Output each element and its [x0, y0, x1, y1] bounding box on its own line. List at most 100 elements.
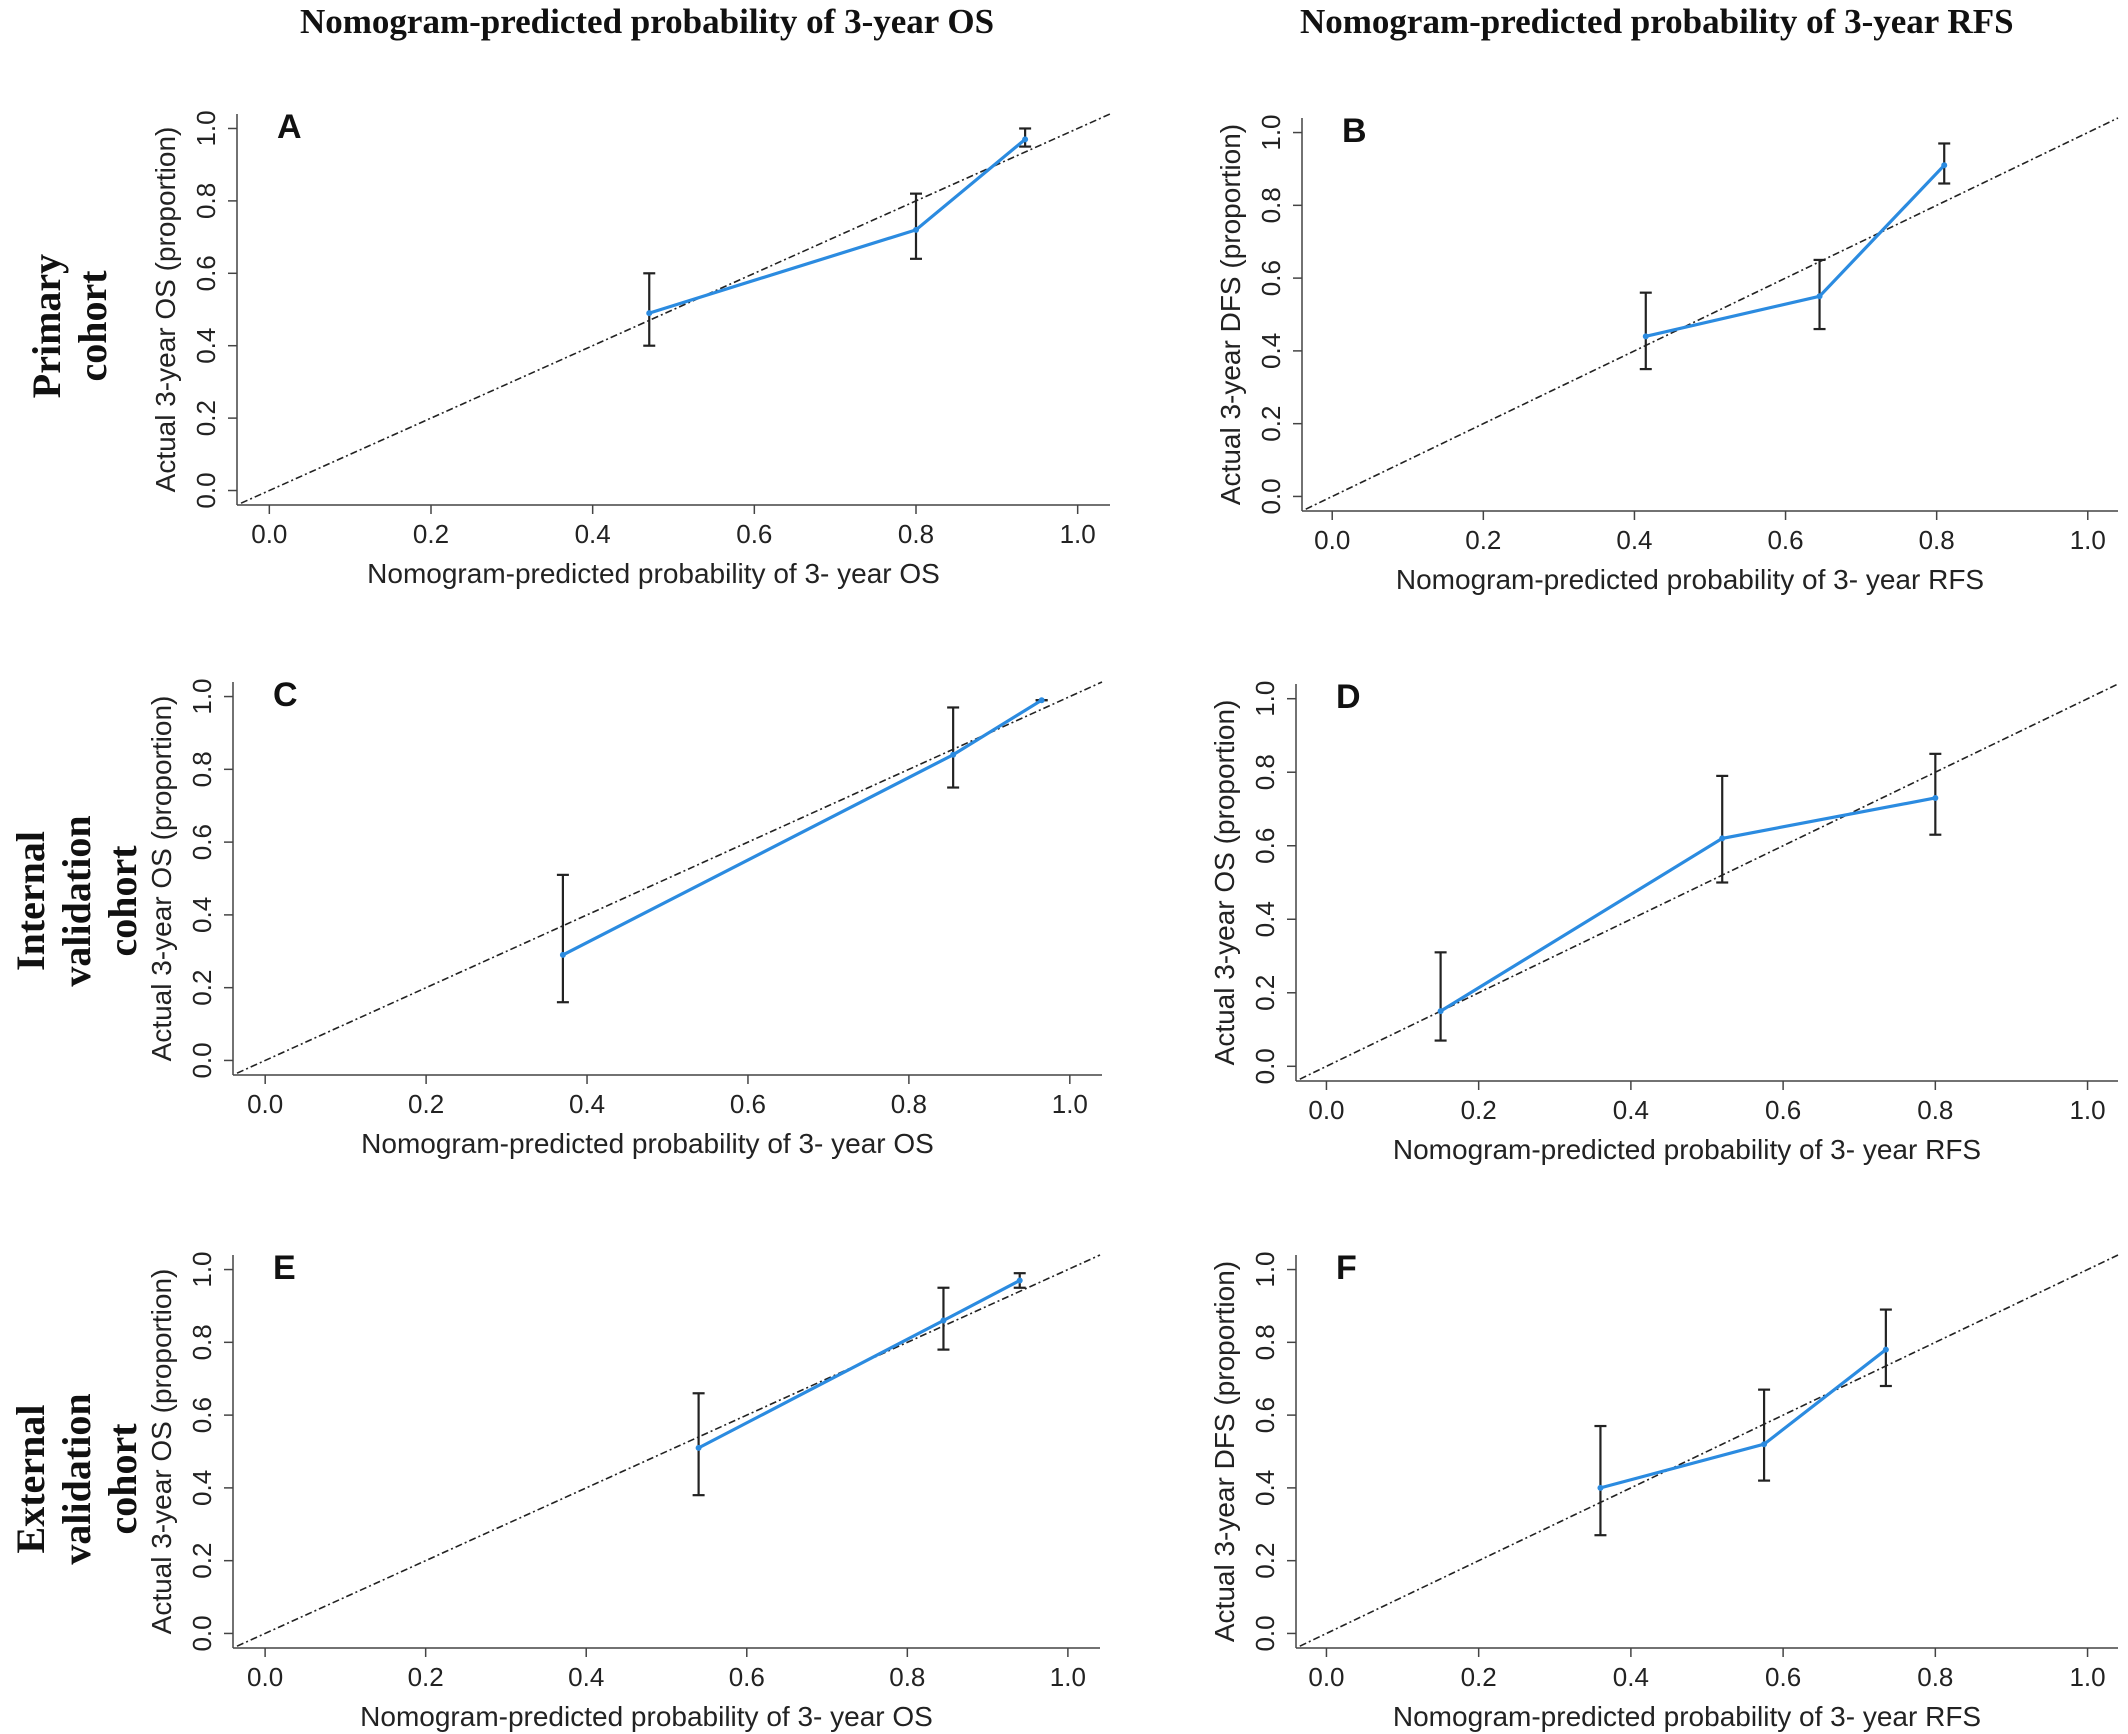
- x-tick-label: 0.2: [413, 519, 449, 549]
- y-tick-label: 0.2: [1256, 406, 1286, 442]
- y-tick-label: 0.0: [187, 1042, 217, 1078]
- calibration-line: [1600, 1348, 1887, 1490]
- y-tick-label: 0.0: [191, 472, 221, 508]
- x-tick-label: 0.8: [891, 1089, 927, 1119]
- calibration-point: [913, 226, 919, 233]
- x-tick-label: 0.6: [730, 1089, 766, 1119]
- calibration-point: [1022, 136, 1029, 143]
- calibration-point: [1761, 1441, 1768, 1448]
- y-tick-label: 0.6: [187, 824, 217, 860]
- y-tick-label: 0.8: [191, 183, 221, 219]
- x-tick-label: 0.4: [569, 1089, 605, 1119]
- x-tick-label: 0.4: [1616, 525, 1652, 555]
- reference-diagonal: [236, 681, 1103, 1074]
- y-tick-label: 0.4: [191, 328, 221, 364]
- y-tick-label: 0.6: [1250, 828, 1280, 864]
- x-axis-label: Nomogram-predicted probability of 3- yea…: [360, 1701, 933, 1732]
- y-tick-label: 0.8: [187, 1324, 217, 1360]
- calibration-point: [1016, 1277, 1023, 1284]
- y-tick-label: 0.8: [1250, 1324, 1280, 1360]
- x-tick-label: 0.8: [1917, 1662, 1953, 1692]
- x-tick-label: 0.0: [247, 1662, 283, 1692]
- y-tick-label: 1.0: [1256, 114, 1286, 150]
- reference-diagonal: [1305, 117, 2119, 510]
- y-tick-label: 0.4: [1250, 901, 1280, 937]
- y-axis-label: Actual 3-year OS (proportion): [146, 1269, 177, 1635]
- calibration-point: [1941, 162, 1948, 169]
- y-tick-label: 0.2: [1250, 975, 1280, 1011]
- x-tick-label: 0.8: [898, 519, 934, 549]
- x-tick-label: 0.0: [1308, 1662, 1344, 1692]
- x-tick-label: 0.6: [1767, 525, 1803, 555]
- calibration-line: [648, 138, 1027, 315]
- x-tick-label: 1.0: [1060, 519, 1096, 549]
- y-tick-label: 0.4: [187, 1470, 217, 1506]
- chart-panel-e: 0.0 0.2 0.4 0.6 0.8 1.0 0.0 0.2 0.4 0.6 0.8 1.0 Nomo…: [146, 1249, 1101, 1732]
- calibration-point: [1437, 1008, 1444, 1015]
- x-tick-label: 1.0: [2069, 1662, 2105, 1692]
- y-tick-label: 0.4: [1256, 333, 1286, 369]
- x-tick-label: 1.0: [2069, 1095, 2105, 1125]
- y-tick-label: 0.2: [187, 970, 217, 1006]
- y-tick-label: 0.8: [1256, 187, 1286, 223]
- x-tick-label: 0.2: [1465, 525, 1501, 555]
- calibration-point: [1882, 1346, 1889, 1353]
- y-axis-label: Actual 3-year OS (proportion): [1209, 700, 1240, 1066]
- x-tick-label: 0.4: [575, 519, 611, 549]
- y-tick-label: 1.0: [187, 1251, 217, 1287]
- calibration-line: [697, 1279, 1021, 1450]
- x-axis-label: Nomogram-predicted probability of 3- yea…: [1393, 1134, 1981, 1165]
- x-tick-label: 0.4: [568, 1662, 604, 1692]
- calibration-line: [1439, 796, 1936, 1013]
- calibration-point: [1719, 835, 1726, 842]
- y-tick-label: 0.6: [191, 255, 221, 291]
- x-tick-label: 0.0: [1308, 1095, 1344, 1125]
- calibration-line: [562, 698, 1043, 957]
- y-tick-label: 0.8: [1250, 754, 1280, 790]
- y-tick-label: 0.0: [1250, 1048, 1280, 1084]
- y-tick-label: 0.4: [1250, 1470, 1280, 1506]
- x-tick-label: 1.0: [1052, 1089, 1088, 1119]
- chart-panel-d: 0.0 0.2 0.4 0.6 0.8 1.0 0.0 0.2 0.4 0.6 0.8 1.0 Nomo…: [1209, 678, 2119, 1165]
- x-tick-label: 0.6: [729, 1662, 765, 1692]
- panel-letter: D: [1336, 678, 1361, 716]
- reference-diagonal: [1299, 1254, 2119, 1647]
- x-tick-label: 0.2: [408, 1089, 444, 1119]
- y-axis-label: Actual 3-year OS (proportion): [146, 696, 177, 1062]
- x-tick-label: 0.0: [251, 519, 287, 549]
- x-tick-label: 0.2: [408, 1662, 444, 1692]
- x-axis-label: Nomogram-predicted probability of 3- yea…: [1393, 1701, 1981, 1732]
- y-tick-label: 1.0: [191, 110, 221, 146]
- panel-letter: E: [273, 1249, 296, 1287]
- panel-letter: C: [273, 676, 298, 714]
- calibration-line: [1645, 164, 1946, 338]
- x-tick-label: 0.0: [1314, 525, 1350, 555]
- y-tick-label: 0.0: [1256, 478, 1286, 514]
- x-tick-label: 0.6: [1765, 1662, 1801, 1692]
- x-tick-label: 0.6: [1765, 1095, 1801, 1125]
- y-tick-label: 0.6: [1256, 260, 1286, 296]
- calibration-point: [1038, 697, 1045, 704]
- calibration-point: [940, 1317, 947, 1324]
- panel-letter: F: [1336, 1249, 1357, 1287]
- y-tick-label: 0.2: [191, 400, 221, 436]
- y-tick-label: 0.4: [187, 897, 217, 933]
- chart-panel-c: 0.0 0.2 0.4 0.6 0.8 1.0 0.0 0.2 0.4 0.6 0.8 1.0 Nomo…: [146, 676, 1103, 1159]
- x-tick-label: 0.8: [889, 1662, 925, 1692]
- x-axis-label: Nomogram-predicted probability of 3- yea…: [1396, 564, 1984, 595]
- x-axis-label: Nomogram-predicted probability of 3- yea…: [361, 1128, 934, 1159]
- chart-panel-b: 0.0 0.2 0.4 0.6 0.8 1.0 0.0 0.2 0.4 0.6 0.8 1.0 Nomo…: [1215, 112, 2119, 595]
- calibration-point: [1816, 293, 1823, 300]
- x-tick-label: 0.0: [247, 1089, 283, 1119]
- x-tick-label: 0.6: [736, 519, 772, 549]
- calibration-point: [1597, 1484, 1604, 1491]
- chart-panel-a: 0.0 0.2 0.4 0.6 0.8 1.0 0.0 0.2 0.4 0.6 0.8 1.0 Nomo…: [150, 108, 1111, 589]
- calibration-point: [559, 951, 566, 958]
- x-tick-label: 1.0: [2070, 525, 2106, 555]
- y-tick-label: 1.0: [1250, 1251, 1280, 1287]
- calibration-point: [695, 1444, 702, 1451]
- y-tick-label: 0.2: [187, 1543, 217, 1579]
- x-tick-label: 0.8: [1919, 525, 1955, 555]
- x-tick-label: 0.8: [1917, 1095, 1953, 1125]
